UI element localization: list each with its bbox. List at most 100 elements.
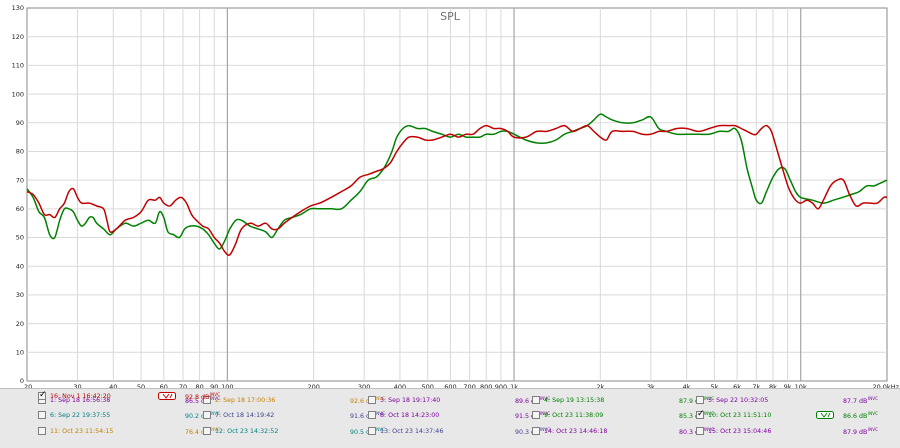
measurement-level-value: 85.3 dB [679,412,704,420]
curve-style-slot [816,396,834,404]
measurement-checkbox[interactable] [203,411,211,419]
measurement-level: 90.3 dBINVC [515,427,550,436]
y-tick-label: 80 [16,148,24,156]
legend-entry: 12: Oct 23 14:32:52 90.5 dBINVC [203,424,385,438]
measurement-level-value: 76.4 dB [185,428,210,436]
chart-title: SPL [440,10,461,23]
curve-style-slot [488,427,506,435]
curve-style-slot [652,396,670,404]
x-tick-label: 600 [444,383,456,388]
legend-entry: 6: Sep 22 19:37:55 90.2 dBINVC [38,408,220,422]
measurement-checkbox[interactable] [368,411,376,419]
legend-entry: 13: Oct 23 14:37:46 90.3 dBINVC [368,424,550,438]
measurement-level-value: 90.2 dB [185,412,210,420]
measurement-legend: 1: Sep 18 16:56:38 86.5 dBINVC 2: Sep 18 1… [0,388,900,448]
measurement-checkbox[interactable] [368,396,376,404]
measurement-checkbox[interactable] [38,411,46,419]
measurement-checkbox[interactable] [696,396,704,404]
measurement-label[interactable]: 1: Sep 18 16:56:38 [50,396,111,404]
x-tick-label: 4k [683,383,691,388]
measurement-level: 89.6 dBINVC [515,396,550,405]
curve-style-badge[interactable] [158,392,176,400]
measurement-level-flag: INVC [703,426,714,432]
measurement-level-value: 80.3 dB [679,428,704,436]
y-tick-label: 70 [16,176,24,184]
measurement-label[interactable]: 14: Oct 23 14:46:18 [544,427,608,435]
measurement-level: 87.7 dBINVC [843,396,878,405]
curve-style-slot [488,411,506,419]
measurement-checkbox[interactable] [532,427,540,435]
measurement-label[interactable]: 4: Sep 19 13:15:38 [544,396,605,404]
measurement-checkbox[interactable] [203,427,211,435]
measurement-label[interactable]: 3: Sep 18 19:17:40 [380,396,441,404]
measurement-checkbox[interactable] [532,411,540,419]
y-tick-label: 30 [16,291,24,299]
curve-style-slot [652,411,670,419]
legend-entry: 9: Oct 23 11:38:09 85.3 dBINVC [532,408,714,422]
measurement-level: 87.9 dBINVC [679,396,714,405]
measurement-checkbox[interactable] [203,396,211,404]
x-tick-label: 9k [784,383,792,388]
measurement-label[interactable]: 10: Oct 23 11:51:10 [708,411,772,419]
measurement-checkbox[interactable] [696,409,705,419]
series-line-10 [26,113,888,250]
x-tick-label: 20 [24,383,32,388]
legend-entry: 8: Oct 18 14:23:00 91.5 dBINVC [368,408,550,422]
curve-style-slot [816,427,834,435]
measurement-label[interactable]: 9: Oct 23 11:38:09 [544,411,604,419]
measurement-level: 86.5 dBINVC [185,396,220,405]
x-tick-label: 5k [710,383,718,388]
curve-style-slot [158,411,176,419]
measurement-label[interactable]: 6: Sep 22 19:37:55 [50,411,111,419]
measurement-level-flag: INVC [703,395,714,401]
legend-entry: 4: Sep 19 13:15:38 87.9 dBINVC [532,393,714,407]
legend-entry: 2: Sep 18 17:00:36 92.6 dBINVC [203,393,385,407]
measurement-checkbox[interactable] [368,427,376,435]
measurement-level-flag: INVC [209,391,220,397]
x-tick-label: 500 [422,383,434,388]
measurement-label[interactable]: 12: Oct 23 14:32:52 [215,427,279,435]
measurement-level: 85.3 dBINVC [679,411,714,420]
measurement-level-flag: INVC [539,395,550,401]
chart-series [26,113,888,256]
measurement-level: 90.2 dBINVC [185,411,220,420]
measurement-level: 87.9 dBINVC [843,427,878,436]
measurement-level-flag: INVC [374,426,385,432]
y-tick-label: 10 [16,349,24,357]
measurement-checkbox[interactable] [38,390,47,400]
curve-style-badge[interactable] [816,411,834,419]
measurement-level-value: 87.7 dB [843,397,868,405]
measurement-label[interactable]: 15: Oct 23 15:04:46 [708,427,772,435]
measurement-checkbox[interactable] [38,427,46,435]
measurement-checkbox[interactable] [696,427,704,435]
measurement-label[interactable]: 16: Nov 1 16:42:20 [50,392,111,400]
x-tick-label: 8k [769,383,777,388]
measurement-level: 92.6 dBINVC [350,396,385,405]
measurement-label[interactable]: 13: Oct 23 14:37:46 [380,427,444,435]
measurement-level-value: 86.6 dB [843,412,868,420]
measurement-checkbox[interactable] [532,396,540,404]
measurement-level-flag: INVC [209,426,220,432]
legend-entry: 11: Oct 23 11:54:15 76.4 dBINVC [38,424,220,438]
x-tick-label: 90 [210,383,218,388]
curve-style-slot [652,427,670,435]
y-tick-label: 130 [12,4,24,12]
legend-entry: 16: Nov 1 16:42:20 92.8 dBINVC [38,389,220,403]
measurement-level-value: 86.5 dB [185,397,210,405]
measurement-label[interactable]: 5: Sep 22 10:32:05 [708,396,769,404]
x-tick-label: 60 [160,383,168,388]
measurement-label[interactable]: 11: Oct 23 11:54:15 [50,427,114,435]
measurement-label[interactable]: 8: Oct 18 14:23:00 [380,411,440,419]
curve-style-slot [488,396,506,404]
measurement-level-value: 92.8 dB [185,393,210,401]
y-tick-label: 100 [12,90,24,98]
measurement-level-flag: INVC [867,395,878,401]
x-tick-label: 6k [733,383,741,388]
measurement-label[interactable]: 2: Sep 18 17:00:36 [215,396,276,404]
curve-style-slot [323,427,341,435]
y-tick-label: 60 [16,205,24,213]
measurement-label[interactable]: 7: Oct 18 14:19:42 [215,411,275,419]
plot-area[interactable] [26,7,888,382]
